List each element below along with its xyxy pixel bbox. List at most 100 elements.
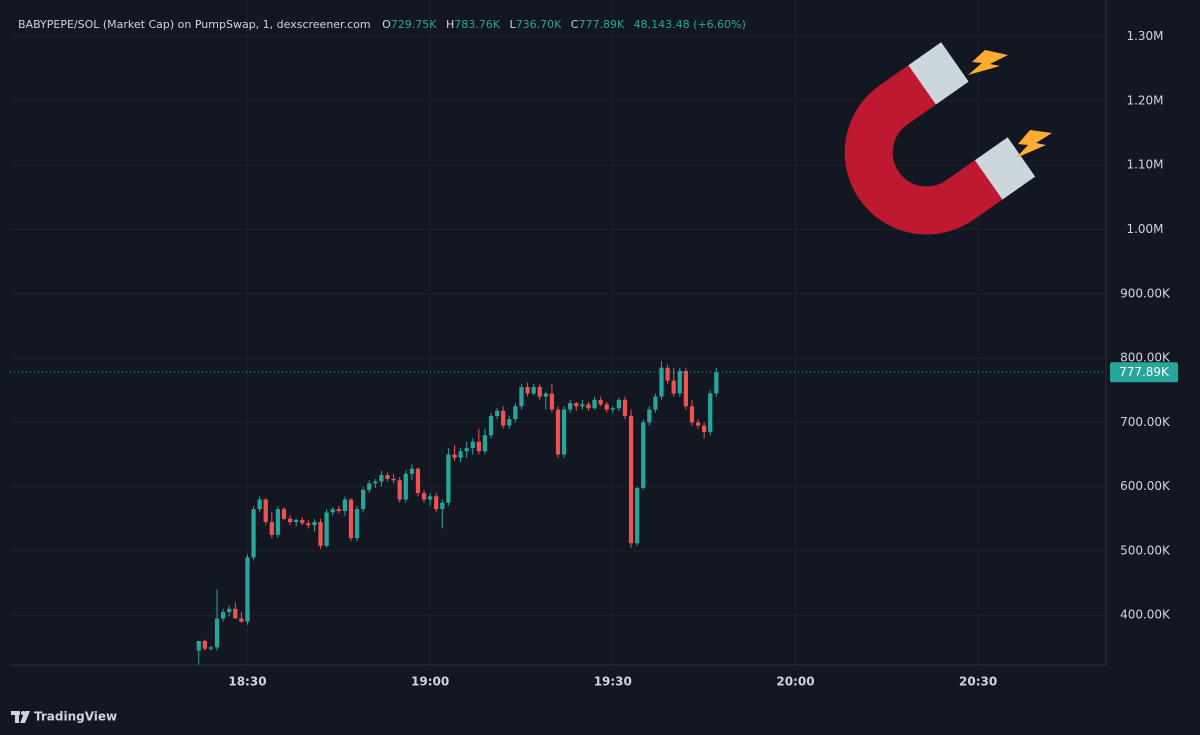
candle-body — [397, 480, 402, 500]
candle-body — [354, 509, 360, 539]
candle-body — [708, 393, 713, 433]
candle-body — [653, 396, 658, 410]
y-tick-label: 1.10M — [1126, 158, 1163, 172]
candle-body — [379, 475, 384, 482]
candle-body — [312, 522, 317, 526]
candle-body — [476, 441, 481, 452]
x-tick-label: 19:00 — [411, 675, 449, 689]
candle-body — [257, 499, 262, 510]
spark — [1016, 130, 1052, 158]
candle-body — [507, 419, 512, 426]
candle-body — [391, 478, 396, 481]
candle-body — [361, 489, 366, 510]
candle-body — [263, 499, 268, 523]
candle-body — [269, 522, 274, 535]
x-tick-label: 20:00 — [776, 675, 814, 689]
candle-body — [561, 409, 567, 455]
candle-body — [336, 509, 341, 512]
candle-body — [580, 404, 585, 407]
candle-body — [403, 473, 408, 500]
logo-part — [20, 711, 30, 723]
candle-body — [330, 509, 335, 513]
magnet-cap — [908, 42, 969, 105]
legend-value: 783.76K — [454, 18, 500, 31]
candle-body — [434, 496, 439, 510]
magnet-body — [844, 50, 1023, 235]
candle-body — [671, 380, 676, 394]
candle-body — [622, 399, 628, 416]
y-tick-label: 1.20M — [1126, 93, 1163, 107]
candle-body — [702, 425, 707, 433]
candle-body — [208, 647, 214, 649]
candle-body — [537, 387, 542, 397]
candle-body — [233, 608, 238, 619]
candle-body — [482, 435, 488, 452]
candle-body — [647, 409, 652, 423]
candle-body — [641, 422, 646, 488]
candle-body — [440, 502, 445, 510]
candle-body — [318, 522, 323, 546]
spark — [968, 50, 1008, 75]
candle-body — [598, 399, 603, 405]
candle-body — [488, 415, 494, 436]
candle-body — [513, 406, 518, 420]
candle-body — [665, 367, 670, 381]
candle-body — [287, 518, 293, 523]
candle-body — [446, 454, 451, 503]
candle-body — [604, 404, 609, 410]
legend-key: C — [571, 18, 579, 31]
legend-key: O — [382, 18, 391, 31]
x-tick-label: 20:30 — [959, 675, 997, 689]
y-tick-label: 900.00K — [1120, 286, 1171, 300]
candle-body — [385, 475, 390, 479]
legend-value: 736.70K — [516, 18, 562, 31]
candle-body — [202, 640, 207, 649]
candle-body — [628, 415, 634, 544]
candle-body — [214, 618, 220, 648]
legend-value: 729.75K — [391, 18, 437, 31]
logo-part — [15, 711, 19, 723]
candle-body — [519, 387, 524, 407]
candle-body — [464, 448, 469, 452]
candle-body — [227, 608, 232, 613]
y-tick-label: 800.00K — [1120, 351, 1171, 365]
candle-body — [714, 372, 719, 394]
candle-body — [245, 557, 250, 622]
x-tick-label: 18:30 — [228, 675, 266, 689]
candle-body — [635, 487, 640, 544]
candle-body — [300, 520, 305, 524]
candle-body — [592, 399, 597, 409]
candle-body — [616, 399, 622, 409]
candle-body — [294, 520, 299, 523]
candle-body — [677, 370, 682, 394]
candle-body — [306, 523, 311, 526]
candle-body — [373, 481, 378, 484]
y-tick-label: 1.00M — [1126, 222, 1163, 236]
candle-body — [501, 410, 506, 426]
candle-body — [275, 509, 281, 535]
grid — [10, 0, 1106, 665]
y-tick-label: 500.00K — [1120, 543, 1171, 557]
candle-body — [367, 483, 372, 490]
y-tick-label: 700.00K — [1120, 415, 1171, 429]
y-tick-label: 1.30M — [1126, 29, 1163, 43]
plot — [10, 361, 1106, 665]
candle-body — [220, 612, 226, 619]
candle-body — [428, 496, 433, 500]
candle-body — [494, 410, 500, 416]
candle-body — [251, 509, 256, 558]
candle-body — [525, 387, 530, 394]
magnet-cap — [974, 137, 1036, 200]
header-title: BABYPEPE/SOL (Market Cap) on PumpSwap, 1… — [18, 18, 371, 31]
last-price-tag — [1110, 362, 1178, 383]
candle-body — [683, 370, 688, 407]
candle-body — [586, 404, 591, 409]
candle-body — [324, 512, 329, 546]
candle-body — [281, 509, 287, 519]
candle-body — [409, 468, 414, 474]
candle-body — [342, 499, 348, 512]
x-tick-label: 19:30 — [594, 675, 632, 689]
